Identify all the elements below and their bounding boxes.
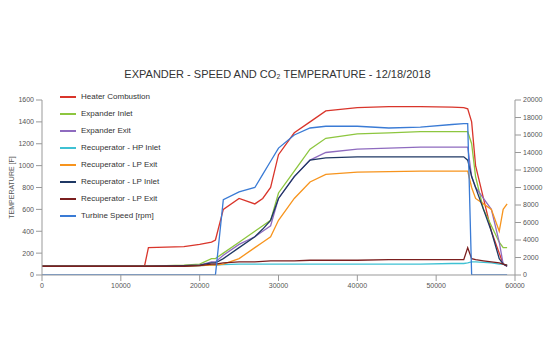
html-text:Recuperator - LP Exit: Recuperator - LP Exit <box>81 194 158 203</box>
svg-text:1000: 1000 <box>18 162 34 169</box>
svg-text:40000: 40000 <box>348 282 368 289</box>
html-text:Recuperator - HP Inlet: Recuperator - HP Inlet <box>81 143 161 152</box>
svg-text:TEMPERATURE [F]: TEMPERATURE [F] <box>8 156 16 219</box>
html-text:Expander Exit: Expander Exit <box>81 126 131 135</box>
svg-text:2000: 2000 <box>523 254 539 261</box>
svg-text:0: 0 <box>40 282 44 289</box>
svg-text:6000: 6000 <box>523 219 539 226</box>
svg-text:60000: 60000 <box>505 282 525 289</box>
svg-text:4000: 4000 <box>523 236 539 243</box>
svg-text:20000: 20000 <box>190 282 210 289</box>
svg-text:1400: 1400 <box>18 118 34 125</box>
svg-text:20000: 20000 <box>523 96 543 103</box>
svg-text:12000: 12000 <box>523 166 543 173</box>
svg-text:0: 0 <box>523 271 527 278</box>
svg-text:1200: 1200 <box>18 140 34 147</box>
svg-text:200: 200 <box>22 250 34 257</box>
svg-text:8000: 8000 <box>523 201 539 208</box>
svg-text:800: 800 <box>22 184 34 191</box>
svg-text:14000: 14000 <box>523 149 543 156</box>
svg-text:400: 400 <box>22 228 34 235</box>
html-text:Expander Inlet: Expander Inlet <box>81 109 133 118</box>
html-text:Recuperator - LP Inlet: Recuperator - LP Inlet <box>81 177 160 186</box>
svg-text:10000: 10000 <box>111 282 131 289</box>
svg-text:18000: 18000 <box>523 114 543 121</box>
svg-text:30000: 30000 <box>269 282 289 289</box>
svg-text:50000: 50000 <box>426 282 446 289</box>
html-text:Heater Combustion: Heater Combustion <box>81 92 150 101</box>
html-text:Recuperator - LP Exit: Recuperator - LP Exit <box>81 160 158 169</box>
svg-text:16000: 16000 <box>523 131 543 138</box>
html-text:EXPANDER - SPEED AND CO₂ TEMPE: EXPANDER - SPEED AND CO₂ TEMPERATURE - 1… <box>124 68 431 80</box>
html-text:Turbine Speed [rpm]: Turbine Speed [rpm] <box>81 211 154 220</box>
svg-text:10000: 10000 <box>523 184 543 191</box>
svg-text:0: 0 <box>30 271 34 278</box>
svg-text:600: 600 <box>22 206 34 213</box>
svg-text:1600: 1600 <box>18 96 34 103</box>
